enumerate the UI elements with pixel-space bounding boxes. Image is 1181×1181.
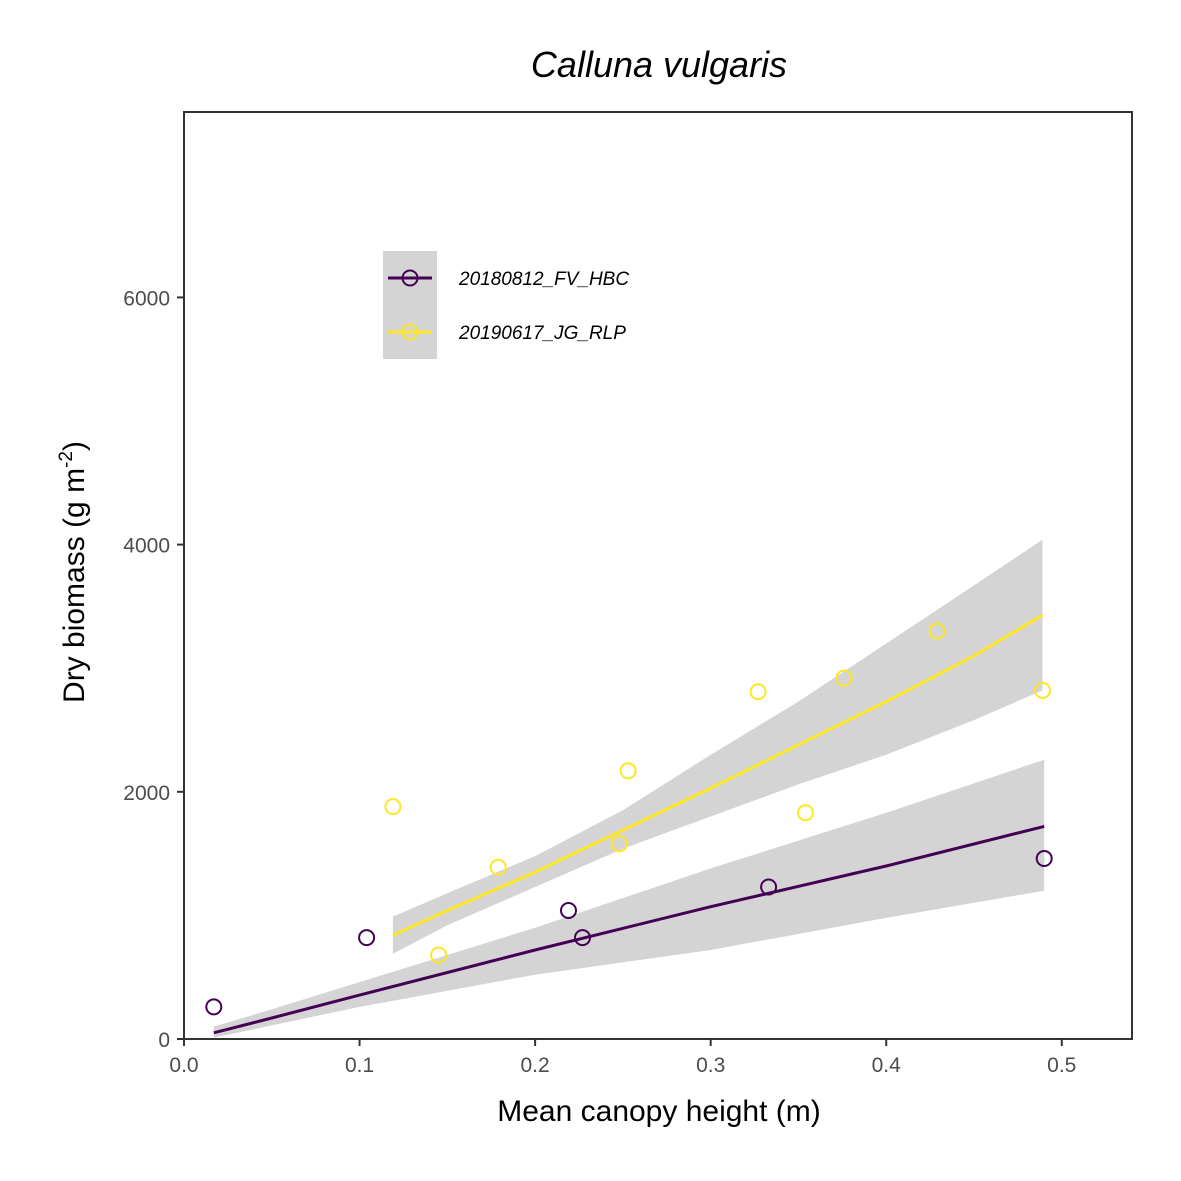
data-point-s2-3 — [489, 858, 507, 876]
y-tick-label-0: 0 — [158, 1029, 170, 1052]
plot-border — [183, 111, 1133, 1040]
x-tick-label-2: 0.2 — [521, 1054, 550, 1077]
data-point-s1-2 — [358, 929, 376, 947]
y-tick-label-2: 4000 — [123, 535, 170, 558]
data-point-s2-4 — [610, 835, 628, 853]
legend-key-marker-1 — [401, 269, 419, 287]
data-point-s1-1 — [205, 998, 223, 1016]
data-point-s2-9 — [928, 622, 946, 640]
data-point-s2-6 — [749, 683, 767, 701]
confidence-band-1 — [213, 759, 1045, 1038]
data-point-s1-5 — [760, 878, 778, 896]
data-point-s2-5 — [619, 762, 637, 780]
y-axis-label-superscript: -2 — [56, 451, 77, 468]
legend: 20180812_FV_HBC 20190617_JG_RLP — [383, 251, 629, 359]
y-tick-label-1: 2000 — [123, 782, 170, 805]
chart-title: Calluna vulgaris — [531, 44, 787, 85]
confidence-band-2 — [392, 539, 1043, 954]
data-point-s2-1 — [384, 798, 402, 816]
data-point-s2-8 — [835, 669, 853, 687]
x-tick-label-3: 0.3 — [696, 1054, 725, 1077]
x-tick-label-4: 0.4 — [872, 1054, 902, 1077]
x-tick-label-5: 0.5 — [1047, 1054, 1076, 1077]
data-point-s1-6 — [1035, 850, 1053, 867]
data-point-s2-10 — [1034, 681, 1051, 699]
plot-panel: 0.0 0.1 0.2 0.3 0.4 0.5 0 2000 4000 6000 — [123, 111, 1133, 1077]
y-axis-label-main: Dry biomass (g m — [58, 468, 91, 703]
data-point-s1-4 — [574, 929, 591, 947]
legend-label-1: 20180812_FV_HBC — [458, 269, 629, 290]
x-axis-label: Mean canopy height (m) — [497, 1095, 821, 1128]
regression-line-2 — [392, 613, 1044, 937]
x-tick-label-0: 0.0 — [169, 1054, 198, 1077]
data-point-s1-3 — [560, 902, 577, 919]
x-tick-label-1: 0.1 — [345, 1054, 374, 1077]
y-tick-label-3: 6000 — [123, 287, 170, 310]
data-point-s2-2 — [430, 946, 448, 964]
y-axis-label: Dry biomass (g m-2) — [56, 441, 91, 703]
regression-line-1 — [213, 824, 1045, 1035]
legend-key-marker-2 — [401, 323, 419, 341]
data-point-s2-7 — [797, 804, 814, 822]
y-axis-label-close: ) — [58, 441, 91, 451]
legend-label-2: 20190617_JG_RLP — [458, 323, 626, 344]
